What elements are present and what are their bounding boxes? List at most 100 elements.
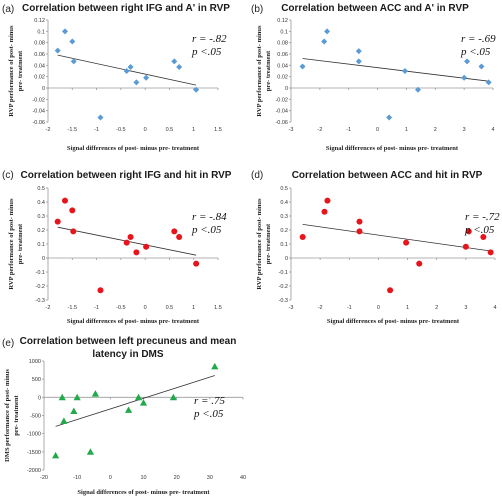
- y-tick-label: 0: [38, 395, 41, 401]
- x-axis-label: Signal differences of post- minus pre- t…: [67, 318, 200, 325]
- x-tick-label: 30: [207, 475, 213, 481]
- data-point: [355, 48, 362, 55]
- y-tick-label: 0.08: [34, 41, 45, 47]
- y-axis-label-line2: pre- treatment: [17, 50, 24, 91]
- chart-title: Correlation between ACC and A' in RVP: [281, 3, 469, 14]
- y-tick-label: 0: [42, 256, 45, 262]
- y-axis-label: DMS performance of post- minus: [4, 369, 11, 462]
- x-tick-label: 0: [144, 127, 147, 133]
- panel-d: (d) Correlation between ACC and hit in RV…: [251, 166, 502, 329]
- x-tick-label: 2: [435, 305, 438, 311]
- data-point: [123, 239, 130, 246]
- x-tick-label: 20: [174, 475, 180, 481]
- x-tick-label: -2: [318, 305, 323, 311]
- chart-title: Correlation between right IFG and hit in…: [21, 170, 232, 181]
- x-tick-label: 1: [192, 127, 195, 133]
- y-tick-label: 0.06: [34, 52, 45, 58]
- chart-a: (a) Correlation between right IFG and A' …: [2, 3, 230, 152]
- chart-title: Correlation between left precuneus and m…: [20, 336, 237, 347]
- data-point: [62, 197, 68, 204]
- data-point: [176, 64, 183, 71]
- p-value: p <.05: [191, 224, 222, 236]
- chart-b: (b) Correlation between ACC and A' in RVP…: [251, 3, 496, 152]
- x-tick-label: 0: [144, 305, 147, 311]
- y-axis-label: RVP performance of post- minus: [256, 25, 263, 117]
- data-point: [321, 208, 328, 215]
- y-tick-label: -0.02: [275, 97, 288, 103]
- y-tick-label: -0.04: [275, 109, 288, 115]
- panel-c: (c) Correlation between right IFG and hit…: [0, 166, 251, 329]
- y-tick-label: 0.12: [34, 18, 45, 24]
- data-point: [133, 249, 140, 256]
- correlation-r: r = -.84: [192, 211, 227, 223]
- panel-e: (e) Correlation between left precuneus an…: [0, 334, 251, 499]
- y-tick-label: -0.2: [36, 284, 45, 290]
- x-tick-label: -0.5: [116, 305, 125, 311]
- y-tick-label: -0.04: [32, 109, 45, 115]
- y-axis-label: RVP performance of post- minus: [256, 198, 263, 290]
- x-tick-label: -2: [317, 127, 322, 133]
- y-tick-label: 0.4: [280, 200, 288, 206]
- data-point: [127, 64, 134, 71]
- data-point: [403, 239, 410, 246]
- y-tick-label: 0.04: [277, 63, 288, 69]
- y-tick-label: -0.2: [279, 284, 288, 290]
- data-point: [70, 58, 77, 65]
- chart-title: Correlation between ACC and hit in RVP: [292, 170, 483, 181]
- x-tick-label: -3: [289, 305, 294, 311]
- x-tick-label: -1.5: [68, 127, 77, 133]
- correlation-r: r = -.82: [192, 33, 227, 45]
- panel-label: (d): [251, 170, 263, 181]
- p-value: p <.05: [464, 224, 495, 236]
- y-tick-label: 0: [285, 86, 288, 92]
- data-point: [416, 260, 423, 267]
- x-tick-label: -3: [289, 127, 294, 133]
- x-tick-label: -1: [347, 305, 352, 311]
- data-point: [134, 393, 143, 401]
- y-tick-label: 0.2: [37, 228, 45, 234]
- panel-label: (b): [251, 4, 263, 15]
- correlation-r: r = .75: [194, 395, 225, 407]
- p-value: p <.05: [460, 46, 491, 58]
- data-point: [58, 393, 66, 401]
- x-tick-label: 0: [377, 305, 380, 311]
- x-tick-label: -1: [94, 305, 99, 311]
- y-axis-label: RVP performance of post- minus: [8, 25, 15, 117]
- data-point: [462, 243, 469, 250]
- p-value: p <.05: [193, 408, 224, 420]
- panel-a: (a) Correlation between right IFG and A' …: [0, 0, 251, 160]
- trend-line: [302, 224, 491, 252]
- y-tick-label: 0.1: [37, 29, 45, 35]
- data-point: [139, 399, 148, 406]
- y-axis-label-line2: pre- treatment: [17, 223, 24, 264]
- y-tick-label: 0.04: [34, 63, 45, 69]
- data-point: [143, 243, 150, 250]
- x-tick-label: 3: [463, 127, 466, 133]
- data-point: [480, 234, 487, 240]
- y-tick-label: 0.02: [34, 75, 45, 81]
- x-axis-label: Signal differences of post- minus pre- t…: [67, 145, 200, 152]
- data-point: [169, 393, 177, 401]
- x-tick-label: 3: [464, 305, 467, 311]
- data-point: [69, 38, 76, 45]
- y-tick-label: -0.3: [279, 298, 288, 304]
- data-point: [176, 234, 183, 240]
- x-axis-label: Signal differences of post- minus pre- t…: [327, 318, 460, 325]
- data-point: [133, 79, 140, 86]
- data-point: [414, 86, 421, 93]
- data-point: [387, 287, 394, 294]
- data-point: [171, 58, 178, 65]
- y-tick-label: 0.06: [277, 52, 288, 58]
- data-point: [124, 406, 133, 413]
- panel-label: (a): [2, 4, 14, 15]
- data-point: [97, 114, 104, 121]
- correlation-r: r = -.69: [461, 33, 496, 45]
- x-tick-label: 0: [109, 475, 112, 481]
- data-point: [52, 451, 60, 459]
- y-tick-label: -1500: [27, 450, 41, 456]
- chart-e: (e) Correlation between left precuneus an…: [2, 336, 246, 496]
- data-point: [86, 448, 95, 455]
- y-tick-label: 0.12: [277, 18, 288, 24]
- y-tick-label: -1000: [27, 432, 41, 438]
- y-tick-label: 0.5: [280, 186, 288, 192]
